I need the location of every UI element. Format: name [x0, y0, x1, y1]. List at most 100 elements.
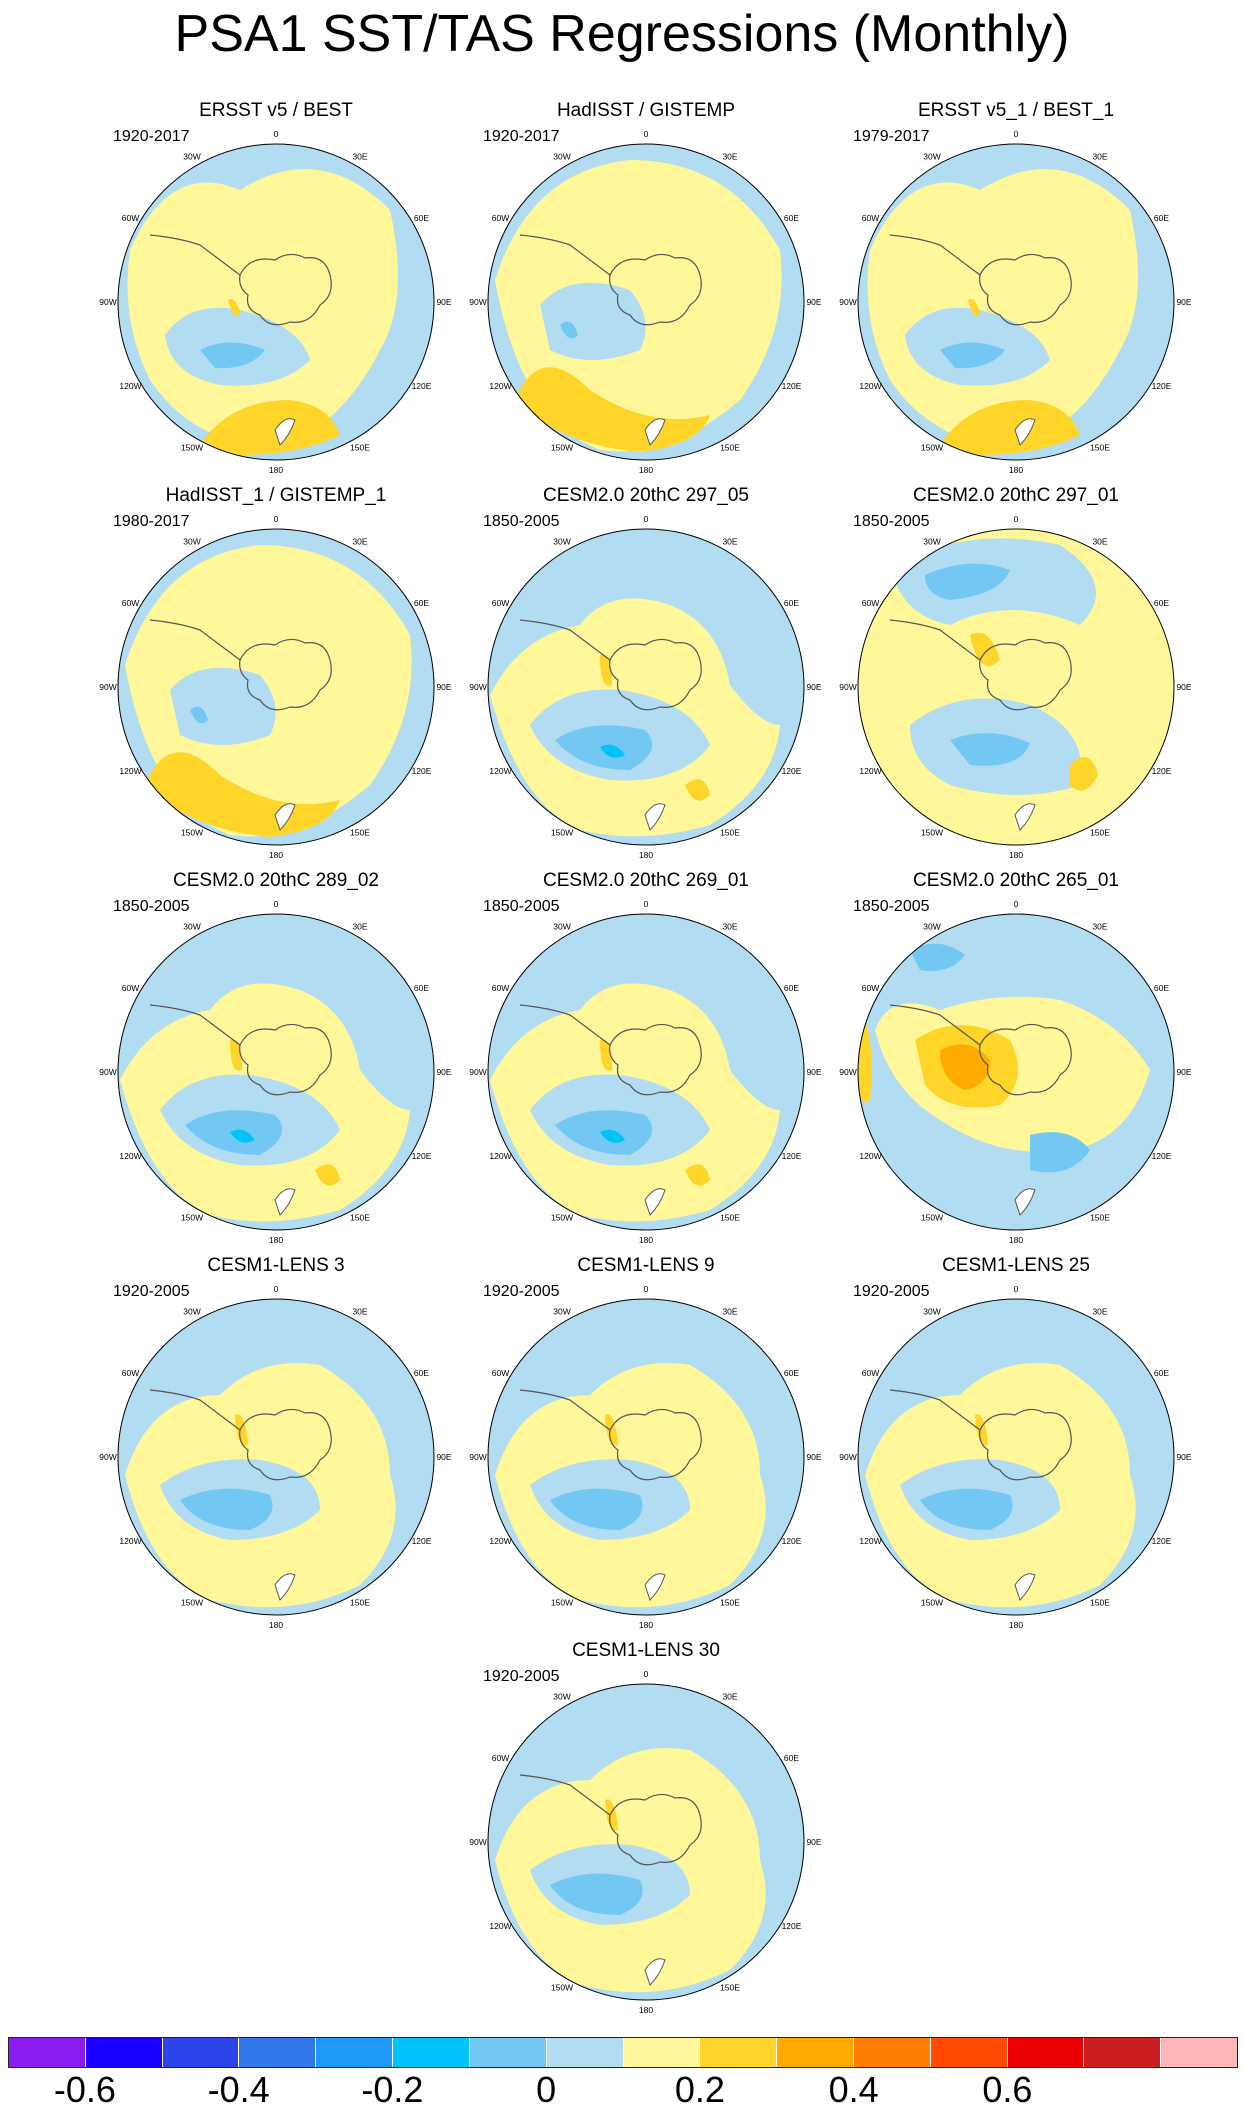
polar-map: 0 30E 60E 90E 120E 150E 180 150W 120W 90W 60W 30W [99, 899, 452, 1245]
colorbar-box [162, 2038, 240, 2067]
longitude-label: 0 [644, 1669, 649, 1679]
longitude-label: 60E [414, 213, 429, 223]
longitude-label: 90W [469, 1067, 486, 1077]
longitude-label: 30E [722, 1692, 737, 1702]
longitude-label: 150E [1090, 1212, 1110, 1222]
antarctica-coastline [239, 1408, 332, 1481]
colorbar-box [9, 2038, 86, 2067]
longitude-label: 180 [1009, 465, 1023, 475]
antarctica-coastline [609, 1023, 702, 1096]
map-panel: 0 30E 60E 90E 120E 150E 180 150W 120W 90W 60W 30W CE… [460, 485, 832, 869]
longitude-label: 0 [1014, 1284, 1019, 1294]
longitude-label: 30E [352, 1307, 367, 1317]
antarctica-coastline [979, 638, 1072, 711]
antarctica-coastline [609, 1408, 702, 1481]
longitude-label: 120E [1152, 1536, 1172, 1546]
south-america-coastline [519, 234, 611, 276]
longitude-label: 90E [806, 297, 821, 307]
new-zealand-coastline [1014, 803, 1036, 831]
south-america-coastline [889, 1004, 981, 1046]
panel-title: ERSST v5 / BEST [199, 100, 353, 121]
longitude-label: 30E [352, 152, 367, 162]
colorbar-box [85, 2038, 163, 2067]
longitude-label: 150E [720, 442, 740, 452]
panel-years: 1850-2005 [853, 898, 930, 915]
longitude-label: 150W [551, 827, 573, 837]
contour-region [550, 1873, 643, 1915]
contour-region [200, 400, 340, 455]
contour-region [230, 1129, 255, 1143]
longitude-label: 120E [782, 766, 802, 776]
longitude-label: 120E [1152, 1151, 1172, 1161]
colorbar-label: 0.2 [674, 2069, 725, 2110]
polar-map: 0 30E 60E 90E 120E 150E 180 150W 120W 90W 60W 30W [99, 129, 452, 475]
map-border [487, 1683, 805, 2001]
longitude-label: 90E [1176, 297, 1191, 307]
longitude-label: 150W [551, 442, 573, 452]
longitude-label: 30W [923, 922, 940, 932]
panel-title: HadISST_1 / GISTEMP_1 [165, 485, 387, 506]
longitude-label: 60E [1154, 983, 1169, 993]
colorbar-label: -0.6 [53, 2069, 116, 2110]
longitude-label: 30E [352, 537, 367, 547]
map-panel: 0 30E 60E 90E 120E 150E 180 150W 120W 90W 60W 30W CE… [830, 1255, 1202, 1639]
panel-years: 1979-2017 [853, 128, 930, 145]
longitude-label: 0 [274, 899, 279, 909]
map-panel: 0 30E 60E 90E 120E 150E 180 150W 120W 90W 60W 30W CE… [460, 1255, 832, 1639]
colorbar-box [930, 2038, 1008, 2067]
map-border [117, 1298, 435, 1616]
south-america-coastline [519, 1774, 611, 1816]
panel-years: 1920-2017 [483, 128, 560, 145]
colorbar-label: 0.4 [828, 2069, 879, 2110]
longitude-label: 90W [839, 682, 856, 692]
contour-region [190, 706, 208, 724]
contour-region [170, 667, 276, 745]
contour-region [235, 1414, 248, 1446]
map-border [117, 528, 435, 846]
longitude-label: 150E [350, 1597, 370, 1607]
map-border [117, 143, 435, 461]
longitude-label: 150W [181, 442, 203, 452]
longitude-label: 60E [784, 1368, 799, 1378]
longitude-label: 30W [553, 1692, 570, 1702]
longitude-label: 180 [269, 1620, 283, 1630]
map-border [487, 913, 805, 1231]
longitude-label: 150E [1090, 442, 1110, 452]
longitude-label: 150E [350, 1212, 370, 1222]
longitude-label: 60W [492, 1753, 509, 1763]
longitude-label: 30E [1092, 152, 1107, 162]
longitude-label: 180 [1009, 850, 1023, 860]
panel-years: 1920-2005 [113, 1283, 190, 1300]
new-zealand-coastline [274, 1188, 296, 1216]
panel-title: CESM1-LENS 25 [942, 1255, 1090, 1276]
colorbar-labels: -0.6 -0.4 -0.2 0 0.2 0.4 0.6 [0, 2070, 1244, 2110]
longitude-label: 0 [1014, 514, 1019, 524]
longitude-label: 30E [722, 152, 737, 162]
longitude-label: 30E [722, 537, 737, 547]
polar-map: 0 30E 60E 90E 120E 150E 180 150W 120W 90W 60W 30W [469, 1669, 822, 2015]
longitude-label: 90W [469, 1837, 486, 1847]
longitude-label: 30W [923, 1307, 940, 1317]
colorbar [8, 2037, 1238, 2068]
longitude-label: 180 [269, 465, 283, 475]
south-america-coastline [149, 1004, 241, 1046]
longitude-label: 120E [782, 1151, 802, 1161]
south-america-coastline [149, 234, 241, 276]
south-america-coastline [889, 234, 981, 276]
colorbar-box [239, 2038, 317, 2067]
panel-years: 1980-2017 [113, 513, 190, 530]
colorbar-box [469, 2038, 547, 2067]
colorbar-box [546, 2038, 624, 2067]
antarctica-coastline [239, 1023, 332, 1096]
longitude-label: 120W [119, 1151, 141, 1161]
map-border [487, 528, 805, 846]
longitude-label: 150E [720, 827, 740, 837]
longitude-label: 180 [269, 850, 283, 860]
contour-region [940, 342, 1005, 369]
longitude-label: 60W [492, 598, 509, 608]
longitude-label: 30E [1092, 922, 1107, 932]
colorbar-label: 0 [536, 2069, 557, 2110]
contour-region [968, 299, 980, 316]
antarctica-coastline [979, 1408, 1072, 1481]
map-panel: 0 30E 60E 90E 120E 150E 180 150W 120W 90W 60W 30W CE… [90, 1255, 462, 1639]
